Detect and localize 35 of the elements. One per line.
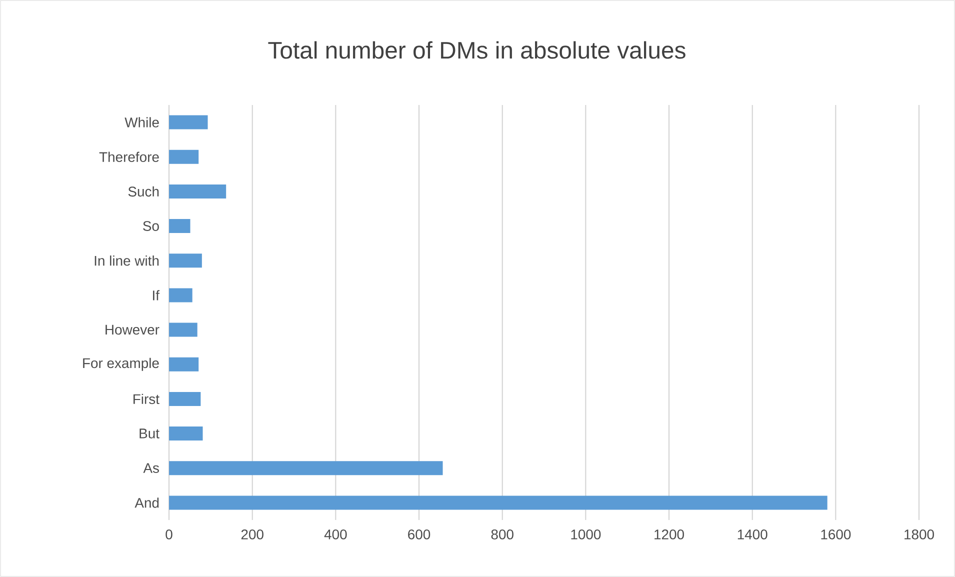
y-tick-label: However: [106, 324, 160, 335]
y-tick-label: For example: [83, 358, 159, 371]
y-tick-label: As: [143, 463, 159, 473]
x-tick-label: 200: [241, 529, 264, 540]
x-tick-label: 1400: [738, 529, 768, 540]
x-tick-label: 800: [491, 529, 514, 540]
x-tick-label: 1200: [654, 529, 684, 540]
bar: [169, 115, 208, 130]
bar: [169, 461, 443, 476]
bar: [169, 288, 192, 302]
bar: [169, 150, 199, 164]
bar: [169, 254, 202, 268]
y-tick-label: But: [140, 428, 160, 438]
y-tick-label: Such: [128, 186, 159, 197]
bar: [169, 322, 198, 337]
bar: [169, 426, 203, 441]
y-tick-label: Therefore: [99, 152, 159, 162]
y-tick-label: In line with: [94, 255, 159, 266]
x-tick-label: 0: [166, 529, 172, 540]
bar: [169, 184, 226, 198]
y-tick-label: While: [124, 117, 159, 128]
x-tick-label: 600: [408, 529, 430, 540]
x-tick-label: 1800: [904, 529, 934, 540]
y-tick-label: So: [143, 221, 159, 231]
x-tick-label: 1600: [821, 529, 851, 540]
x-tick-label: 1000: [571, 529, 601, 540]
bar: [169, 392, 201, 406]
y-tick-label: If: [153, 290, 160, 300]
y-tick-label: And: [134, 498, 159, 508]
bar: [169, 496, 828, 510]
y-tick-label: First: [134, 394, 160, 404]
bar: [169, 357, 199, 372]
x-tick-label: 400: [324, 529, 347, 540]
chart-title: Total number of DMs in absolute values: [268, 41, 686, 59]
bar: [169, 219, 190, 234]
